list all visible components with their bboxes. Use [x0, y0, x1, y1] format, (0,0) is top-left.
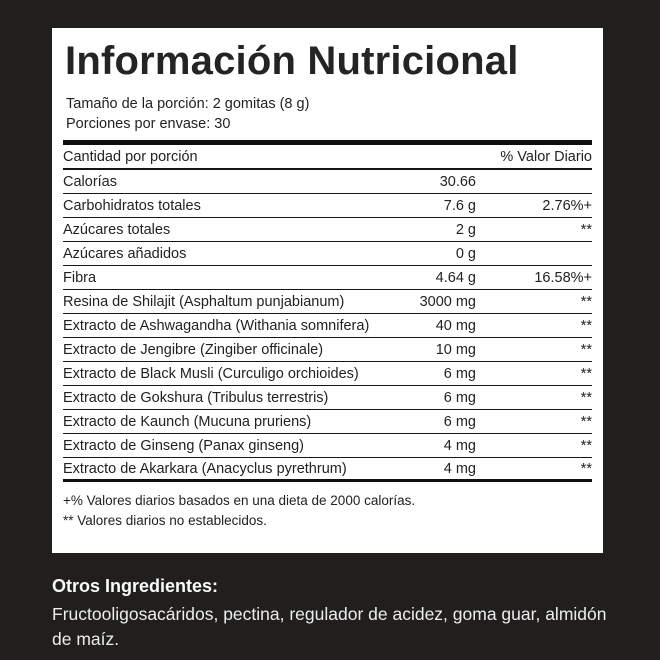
table-row: Calorías 30.66	[63, 170, 592, 194]
row-label: Extracto de Gokshura (Tribulus terrestri…	[63, 389, 329, 406]
nutrition-rows: Calorías 30.66 Carbohidratos totales 7.6…	[63, 170, 592, 482]
row-label: Carbohidratos totales	[63, 197, 201, 214]
row-amount: 30.66	[439, 173, 476, 190]
table-row: Extracto de Kaunch (Mucuna pruriens) 6 m…	[63, 410, 592, 434]
row-amount: 40 mg	[435, 317, 476, 334]
table-row: Extracto de Gokshura (Tribulus terrestri…	[63, 386, 592, 410]
footnote-not-established: ** Valores diarios no establecidos.	[63, 512, 267, 528]
table-row: Extracto de Jengibre (Zingiber officinal…	[63, 338, 592, 362]
row-daily-value: **	[580, 413, 592, 430]
row-label: Extracto de Black Musli (Curculigo orchi…	[63, 365, 359, 382]
row-label: Calorías	[63, 173, 117, 190]
footnotes: +% Valores diarios basados en una dieta …	[63, 491, 592, 530]
table-row: Extracto de Black Musli (Curculigo orchi…	[63, 362, 592, 386]
servings-per-container: Porciones por envase: 30	[66, 115, 231, 132]
serving-size: Tamaño de la porción: 2 gomitas (8 g)	[66, 96, 310, 112]
row-daily-value: **	[580, 389, 592, 406]
row-amount: 10 mg	[435, 341, 476, 358]
table-row: Fibra 4.64 g 16.58%+	[63, 266, 592, 290]
nutrition-facts-panel: Información Nutricional Tamaño de la por…	[52, 28, 603, 553]
nutrition-title: Información Nutricional	[65, 39, 519, 83]
thick-divider	[63, 140, 592, 145]
row-label: Extracto de Ashwagandha (Withania somnif…	[63, 317, 370, 334]
row-amount: 0 g	[455, 245, 476, 262]
row-label: Resina de Shilajit (Asphaltum punjabianu…	[63, 293, 345, 310]
row-label: Extracto de Ginseng (Panax ginseng)	[63, 437, 304, 454]
row-label: Extracto de Jengibre (Zingiber officinal…	[63, 341, 324, 358]
row-amount: 6 mg	[443, 413, 476, 430]
row-amount: 4 mg	[443, 437, 476, 454]
row-label: Azúcares totales	[63, 221, 171, 238]
row-label: Fibra	[63, 269, 97, 286]
row-daily-value: **	[580, 365, 592, 382]
row-amount: 3000 mg	[419, 293, 476, 310]
row-daily-value: **	[580, 437, 592, 454]
row-daily-value: **	[580, 460, 592, 477]
row-amount: 6 mg	[443, 389, 476, 406]
table-row: Azúcares añadidos 0 g	[63, 242, 592, 266]
footnote-daily-values: +% Valores diarios basados en una dieta …	[63, 493, 416, 508]
table-row: Resina de Shilajit (Asphaltum punjabianu…	[63, 290, 592, 314]
row-label: Azúcares añadidos	[63, 245, 187, 262]
row-amount: 7.6 g	[443, 197, 476, 214]
row-amount: 4 mg	[443, 460, 476, 477]
column-header-row: Cantidad por porción % Valor Diario	[63, 145, 592, 170]
serving-info: Tamaño de la porción: 2 gomitas (8 g) Po…	[66, 95, 592, 134]
row-amount: 2 g	[455, 221, 476, 238]
row-daily-value: **	[580, 317, 592, 334]
table-row: Extracto de Ashwagandha (Withania somnif…	[63, 314, 592, 338]
column-header-amount: Cantidad por porción	[63, 148, 198, 165]
column-header-daily-value: % Valor Diario	[500, 148, 592, 165]
row-daily-value: **	[580, 341, 592, 358]
other-ingredients-section: Otros Ingredientes: Fructooligosacáridos…	[52, 576, 614, 651]
row-label: Extracto de Akarkara (Anacyclus pyrethru…	[63, 460, 347, 477]
row-daily-value: 16.58%+	[534, 269, 592, 286]
row-daily-value: **	[580, 293, 592, 310]
table-row: Extracto de Akarkara (Anacyclus pyrethru…	[63, 458, 592, 482]
table-row: Extracto de Ginseng (Panax ginseng) 4 mg…	[63, 434, 592, 458]
row-daily-value: 2.76%+	[542, 197, 592, 214]
table-row: Azúcares totales 2 g **	[63, 218, 592, 242]
row-amount: 6 mg	[443, 365, 476, 382]
table-row: Carbohidratos totales 7.6 g 2.76%+	[63, 194, 592, 218]
other-ingredients-text: Fructooligosacáridos, pectina, regulador…	[52, 604, 607, 649]
row-daily-value: **	[580, 221, 592, 238]
other-ingredients-heading: Otros Ingredientes:	[52, 576, 219, 596]
row-amount: 4.64 g	[435, 269, 476, 286]
row-label: Extracto de Kaunch (Mucuna pruriens)	[63, 413, 312, 430]
